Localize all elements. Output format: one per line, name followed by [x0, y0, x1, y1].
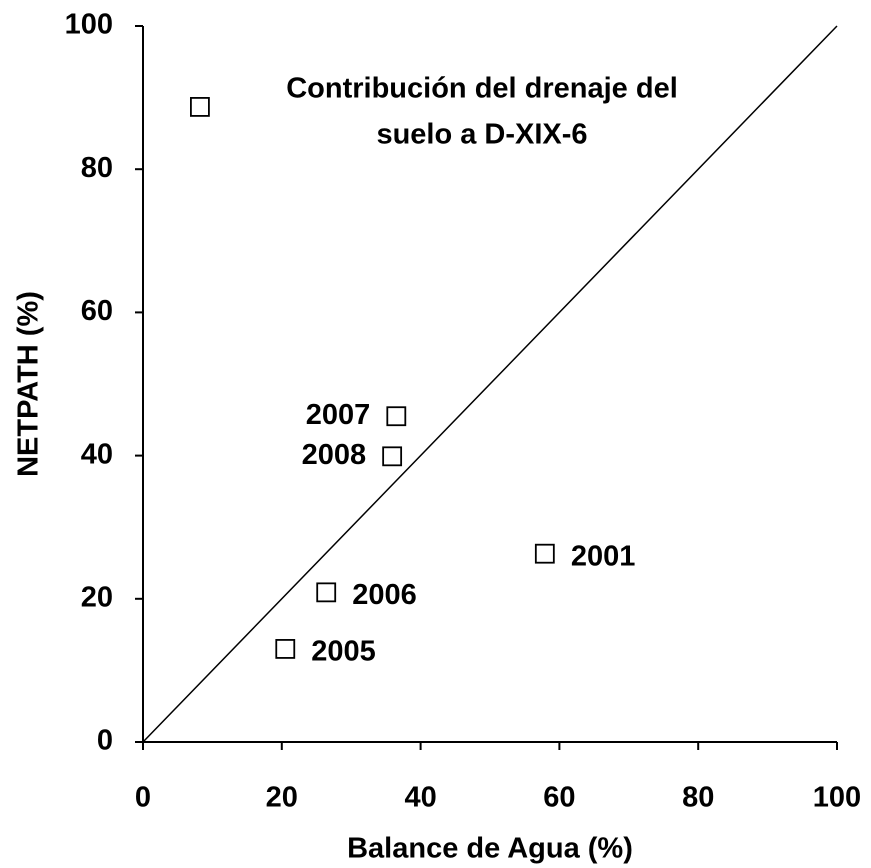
y-tick-label: 0 [97, 725, 113, 757]
x-tick-label: 80 [682, 782, 714, 814]
y-tick-label: 40 [81, 438, 113, 470]
point [316, 582, 337, 603]
x-tick-label: 40 [404, 782, 436, 814]
chart-title: Contribución del drenaje del [286, 73, 678, 105]
point [275, 639, 296, 659]
point-label: 2008 [302, 439, 367, 471]
chart-title: suelo a D-XIX-6 [376, 119, 587, 151]
point-label: 2005 [311, 636, 376, 668]
point [382, 446, 403, 467]
y-tick-label: 100 [65, 9, 113, 41]
x-axis-label: Balance de Agua (%) [347, 833, 633, 865]
y-tick-label: 80 [81, 152, 113, 184]
point-label: 2006 [352, 579, 417, 611]
point [190, 97, 210, 117]
one-to-one-line [142, 25, 838, 743]
x-tick-label: 100 [813, 782, 861, 814]
y-tick-label: 20 [81, 581, 113, 613]
x-tick-label: 0 [135, 782, 151, 814]
point [386, 406, 407, 427]
point-label: 2001 [571, 540, 636, 572]
point [534, 543, 555, 564]
y-axis-label: NETPATH (%) [13, 291, 45, 477]
y-tick-label: 60 [81, 295, 113, 327]
point-label: 2007 [306, 399, 371, 431]
x-tick-label: 20 [266, 782, 298, 814]
x-tick-label: 60 [543, 782, 575, 814]
